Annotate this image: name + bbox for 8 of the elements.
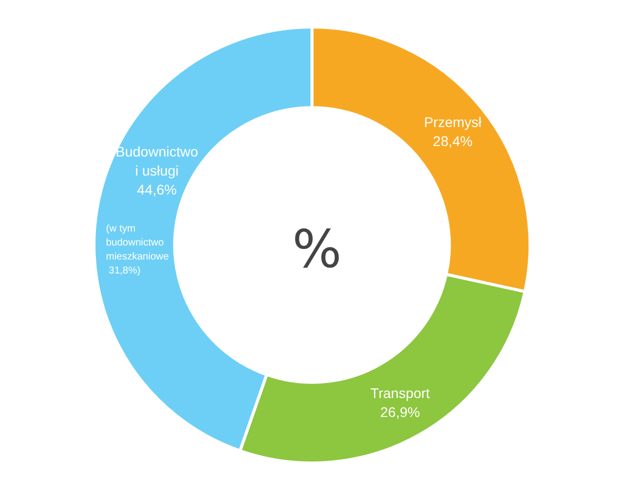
- data-label: 26,9%: [380, 404, 420, 420]
- text: (w tym budownictwo mieszkaniowe 31,8%): [106, 224, 170, 276]
- data-label: 28,4%: [432, 133, 473, 150]
- slice-label: Przemysł: [424, 114, 482, 130]
- text: %: [292, 220, 342, 280]
- slice-label: Budownictwo i usługi: [116, 144, 198, 179]
- data-label: 44,6%: [137, 182, 177, 198]
- slice-label: Transport: [370, 385, 430, 402]
